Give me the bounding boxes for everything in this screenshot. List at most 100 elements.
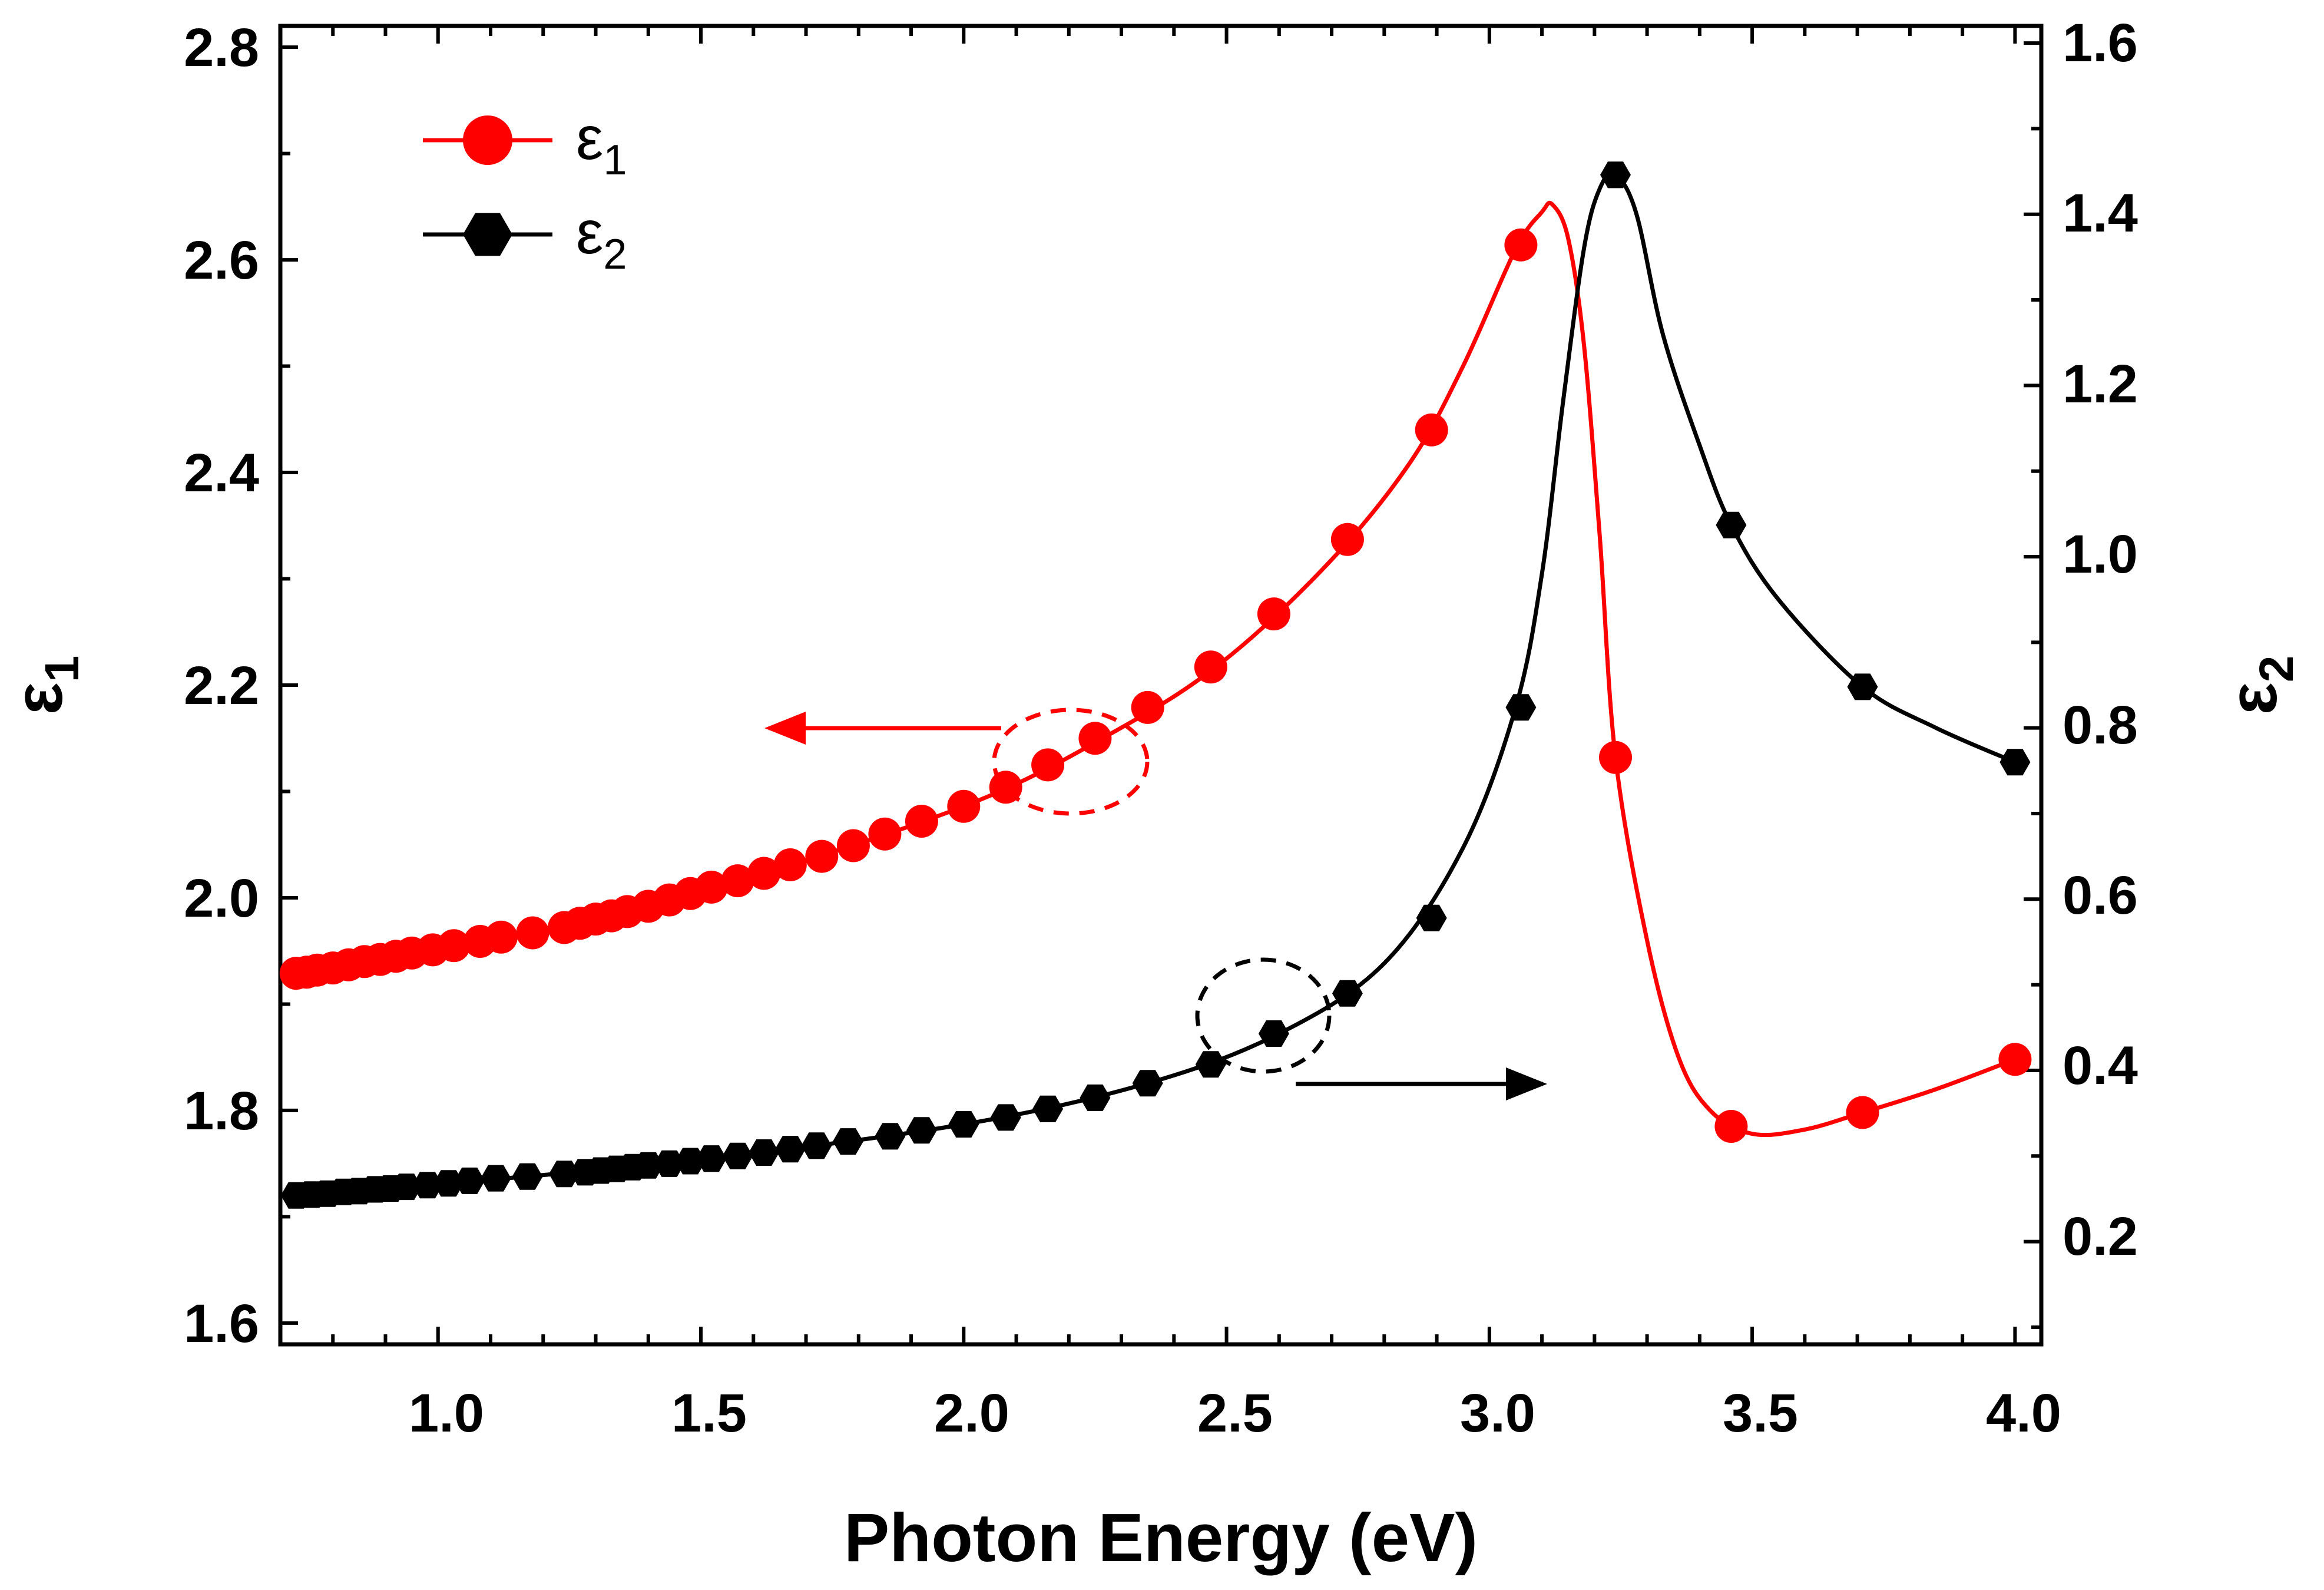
series-eps2	[280, 161, 2031, 1209]
eps1-data-point	[947, 789, 981, 823]
y-left-axis-subscript: 1	[35, 656, 89, 683]
eps2-highlight-ellipse	[1195, 957, 1332, 1074]
x-tick-label: 2.5	[1197, 1383, 1273, 1443]
y-left-tick-label: 2.6	[184, 230, 259, 290]
x-tick-label: 4.0	[1986, 1383, 2061, 1443]
y-left-axis-title: ε1	[0, 656, 89, 715]
y-right-tick-label: 0.2	[2063, 1206, 2138, 1267]
eps1-data-point	[1131, 690, 1164, 724]
y-left-tick-label: 2.2	[184, 656, 259, 716]
eps2-data-point	[654, 1150, 685, 1177]
eps1-data-point	[1504, 228, 1538, 262]
eps2-data-point	[801, 1132, 832, 1159]
eps2-data-point	[948, 1111, 979, 1138]
eps1-data-point	[868, 817, 902, 851]
eps2-data-point	[412, 1172, 443, 1199]
eps2-line	[296, 171, 2016, 1198]
y-left-tick-label: 1.8	[184, 1081, 259, 1141]
y-left-axis-symbol: ε	[0, 682, 77, 715]
eps1-data-point	[694, 870, 728, 904]
x-tick-labels: 1.0 1.5 2.0 2.5 3.0 3.5 4.0	[409, 1383, 2061, 1443]
legend-subscript-eps2: 2	[603, 231, 627, 278]
eps2-data-point	[675, 1148, 706, 1175]
eps2-data-point	[633, 1152, 664, 1179]
svg-text:ε2: ε2	[2214, 656, 2303, 715]
legend-symbol-eps1: ε	[576, 104, 603, 173]
legend-marker-eps2	[463, 213, 512, 256]
y-left-tick-labels: 1.6 1.8 2.0 2.2 2.4 2.6 2.8	[184, 18, 259, 1354]
eps1-data-point	[516, 916, 549, 950]
eps2-data-point	[1416, 904, 1447, 931]
eps2-data-point	[454, 1167, 485, 1194]
eps1-data-point	[437, 929, 471, 963]
svg-text:ε1: ε1	[0, 656, 89, 715]
series-eps1	[279, 200, 2032, 1143]
y-right-tick-label: 1.4	[2063, 183, 2138, 243]
eps1-data-point	[747, 857, 781, 890]
eps2-data-point	[696, 1145, 727, 1172]
eps1-data-point	[805, 839, 839, 873]
x-tick-label: 1.5	[671, 1383, 747, 1443]
y-right-tick-label: 0.6	[2063, 865, 2138, 925]
y-right-tick-label: 0.8	[2063, 695, 2138, 755]
y-left-tick-label: 2.0	[184, 868, 259, 928]
legend-label-eps1: ε1	[576, 104, 627, 184]
eps2-data-point	[1716, 511, 1747, 538]
y-right-tick-label: 1.6	[2063, 13, 2138, 73]
eps2-data-point	[1032, 1095, 1064, 1122]
eps2-data-point	[1505, 694, 1537, 721]
eps2-data-point	[990, 1104, 1021, 1131]
eps2-data-point	[1999, 749, 2031, 776]
eps2-data-point	[1600, 161, 1631, 189]
x-tick-label: 2.0	[934, 1383, 1009, 1443]
eps2-data-point	[749, 1139, 780, 1166]
eps2-data-point	[512, 1163, 543, 1190]
eps2-data-point	[433, 1170, 464, 1197]
eps1-data-point	[773, 848, 807, 881]
legend: ε1 ε2	[423, 104, 627, 278]
eps1-highlight-ellipse	[992, 708, 1150, 816]
eps2-data-point	[1847, 673, 1878, 700]
eps1-data-point	[989, 771, 1022, 804]
eps1-data-point	[1599, 741, 1632, 774]
eps1-data-point	[721, 864, 754, 898]
eps1-data-point	[836, 829, 870, 862]
y-right-axis-symbol: ε	[2214, 682, 2291, 715]
x-tick-label: 3.0	[1460, 1383, 1535, 1443]
eps2-data-point	[480, 1165, 511, 1192]
eps1-data-point	[1078, 722, 1112, 755]
eps1-data-point	[1998, 1043, 2032, 1076]
y-left-tick-label: 2.8	[184, 18, 259, 78]
eps2-data-point	[832, 1128, 863, 1155]
y-right-axis-title: ε2	[2214, 656, 2303, 715]
y-left-tick-label: 2.4	[184, 443, 259, 503]
eps1-data-point	[1714, 1110, 1748, 1143]
eps2-data-point	[906, 1117, 937, 1144]
y-right-tick-label: 0.4	[2063, 1036, 2138, 1096]
eps2-data-point	[1132, 1070, 1163, 1097]
x-tick-label: 1.0	[409, 1383, 484, 1443]
eps1-line	[296, 200, 2016, 1138]
eps1-data-point	[1846, 1096, 1879, 1129]
eps2-data-point	[391, 1174, 422, 1201]
eps2-data-point	[1195, 1051, 1226, 1078]
eps1-data-point	[1194, 650, 1227, 684]
eps2-data-point	[1258, 1020, 1289, 1047]
legend-marker-eps1	[463, 115, 512, 165]
eps1-data-point	[1415, 413, 1448, 447]
x-axis-title: Photon Energy (eV)	[844, 1499, 1478, 1576]
eps2-data-point	[722, 1142, 753, 1169]
eps2-data-point	[1332, 980, 1363, 1007]
legend-label-eps2: ε2	[576, 199, 627, 278]
y-right-tick-labels: 0.2 0.4 0.6 0.8 1.0 1.2 1.4 1.6	[2063, 13, 2138, 1267]
eps1-data-point	[1257, 597, 1290, 631]
eps2-data-point	[549, 1161, 580, 1188]
annotations	[764, 708, 1547, 1100]
y-right-tick-label: 1.2	[2063, 354, 2138, 414]
y-right-tick-label: 1.0	[2063, 524, 2138, 584]
y-right-axis-subscript: 2	[2250, 656, 2303, 683]
eps1-data-point	[484, 920, 518, 954]
eps1-data-point	[1330, 523, 1364, 556]
eps1-data-point	[905, 805, 938, 838]
